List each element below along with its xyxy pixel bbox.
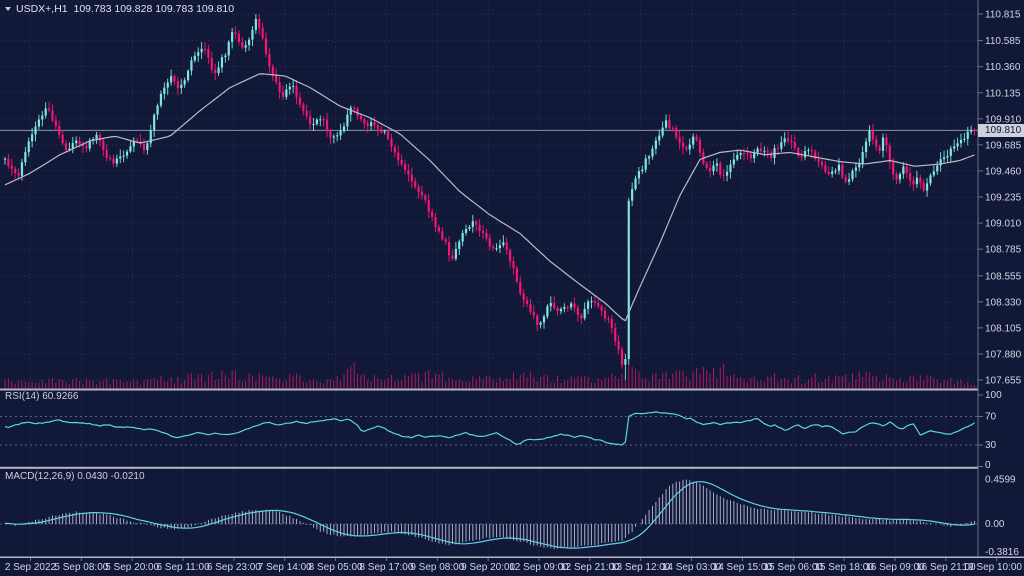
axis-label: 8 Sep 17:00 [359,562,413,573]
axis-label: 109.460 [985,166,1022,177]
axis-label: 16 Sep 09:00 [865,562,925,573]
axis-label: 70 [985,411,997,422]
axis-label: -0.3816 [985,547,1019,558]
axis-label: 15 Sep 18:00 [814,562,874,573]
volume-layer [4,362,976,389]
pane-separators [0,0,1024,558]
axis-label: 13 Sep 12:00 [611,562,671,573]
axis-label: 0 [985,460,991,471]
axis-label: 8 Sep 05:00 [309,562,363,573]
axis-label: 109.010 [985,219,1022,230]
axis-label: 109.685 [985,140,1022,151]
axis-label: 107.655 [985,375,1022,386]
axis-label: 5 Sep 20:00 [105,562,159,573]
axis-label: 100 [985,390,1002,401]
axis-label: 12 Sep 09:00 [509,562,569,573]
rsi-line [4,411,975,446]
axis-label: 108.330 [985,297,1022,308]
axis-label: 110.585 [985,36,1021,47]
axis-label: 6 Sep 11:00 [156,562,210,573]
axis-label: 19 Sep 10:00 [963,562,1023,573]
axis-label: 6 Sep 23:00 [207,562,261,573]
axis-label: 9 Sep 20:00 [461,562,515,573]
macd-signal-line [4,481,975,549]
axis-label: 110.815 [985,10,1021,21]
axis-label: 2 Sep 2022 [5,562,57,573]
axis-label: 14 Sep 03:00 [662,562,722,573]
macd-pane [0,479,978,550]
symbol-dropdown-arrow-icon[interactable] [5,7,11,11]
axis-label: 110.360 [985,62,1021,73]
axis-label: 16 Sep 21:00 [916,562,976,573]
grid-layer [0,2,978,556]
axis-label: 9 Sep 08:00 [410,562,464,573]
rsi-indicator-label: RSI(14) 60.9266 [5,391,79,402]
macd-indicator-label: MACD(12,26,9) 0.0430 -0.0210 [5,471,145,482]
chart-symbol-title: USDX+,H1 109.783 109.828 109.783 109.810 [5,3,234,15]
axis-label: 109.910 [985,114,1022,125]
axis-label: 110.135 [985,88,1021,99]
axis-label: 107.880 [985,349,1022,360]
symbol-ohlc-text: USDX+,H1 109.783 109.828 109.783 109.810 [16,3,235,15]
axis-label: 108.555 [985,271,1022,282]
current-price-tag: 109.810 [978,124,1024,137]
axis-label: 108.105 [985,323,1022,334]
axis-label: 7 Sep 14:00 [258,562,312,573]
candles-layer [3,14,976,380]
axis-label: 109.235 [985,192,1022,203]
axis-label: 30 [985,440,997,451]
axis-label: 0.00 [985,519,1005,530]
axis-label: 5 Sep 08:00 [54,562,108,573]
axis-label: 15 Sep 06:00 [764,562,824,573]
rsi-pane [0,411,978,446]
price-axis: 110.815 110.585 110.360 110.135 109.910 109.6… [978,10,1022,558]
axis-label: 0.4599 [985,474,1016,485]
moving-average-line [4,73,975,322]
axis-label: 12 Sep 21:00 [560,562,620,573]
axis-label: 108.785 [985,245,1022,256]
axis-label: 14 Sep 15:00 [713,562,773,573]
